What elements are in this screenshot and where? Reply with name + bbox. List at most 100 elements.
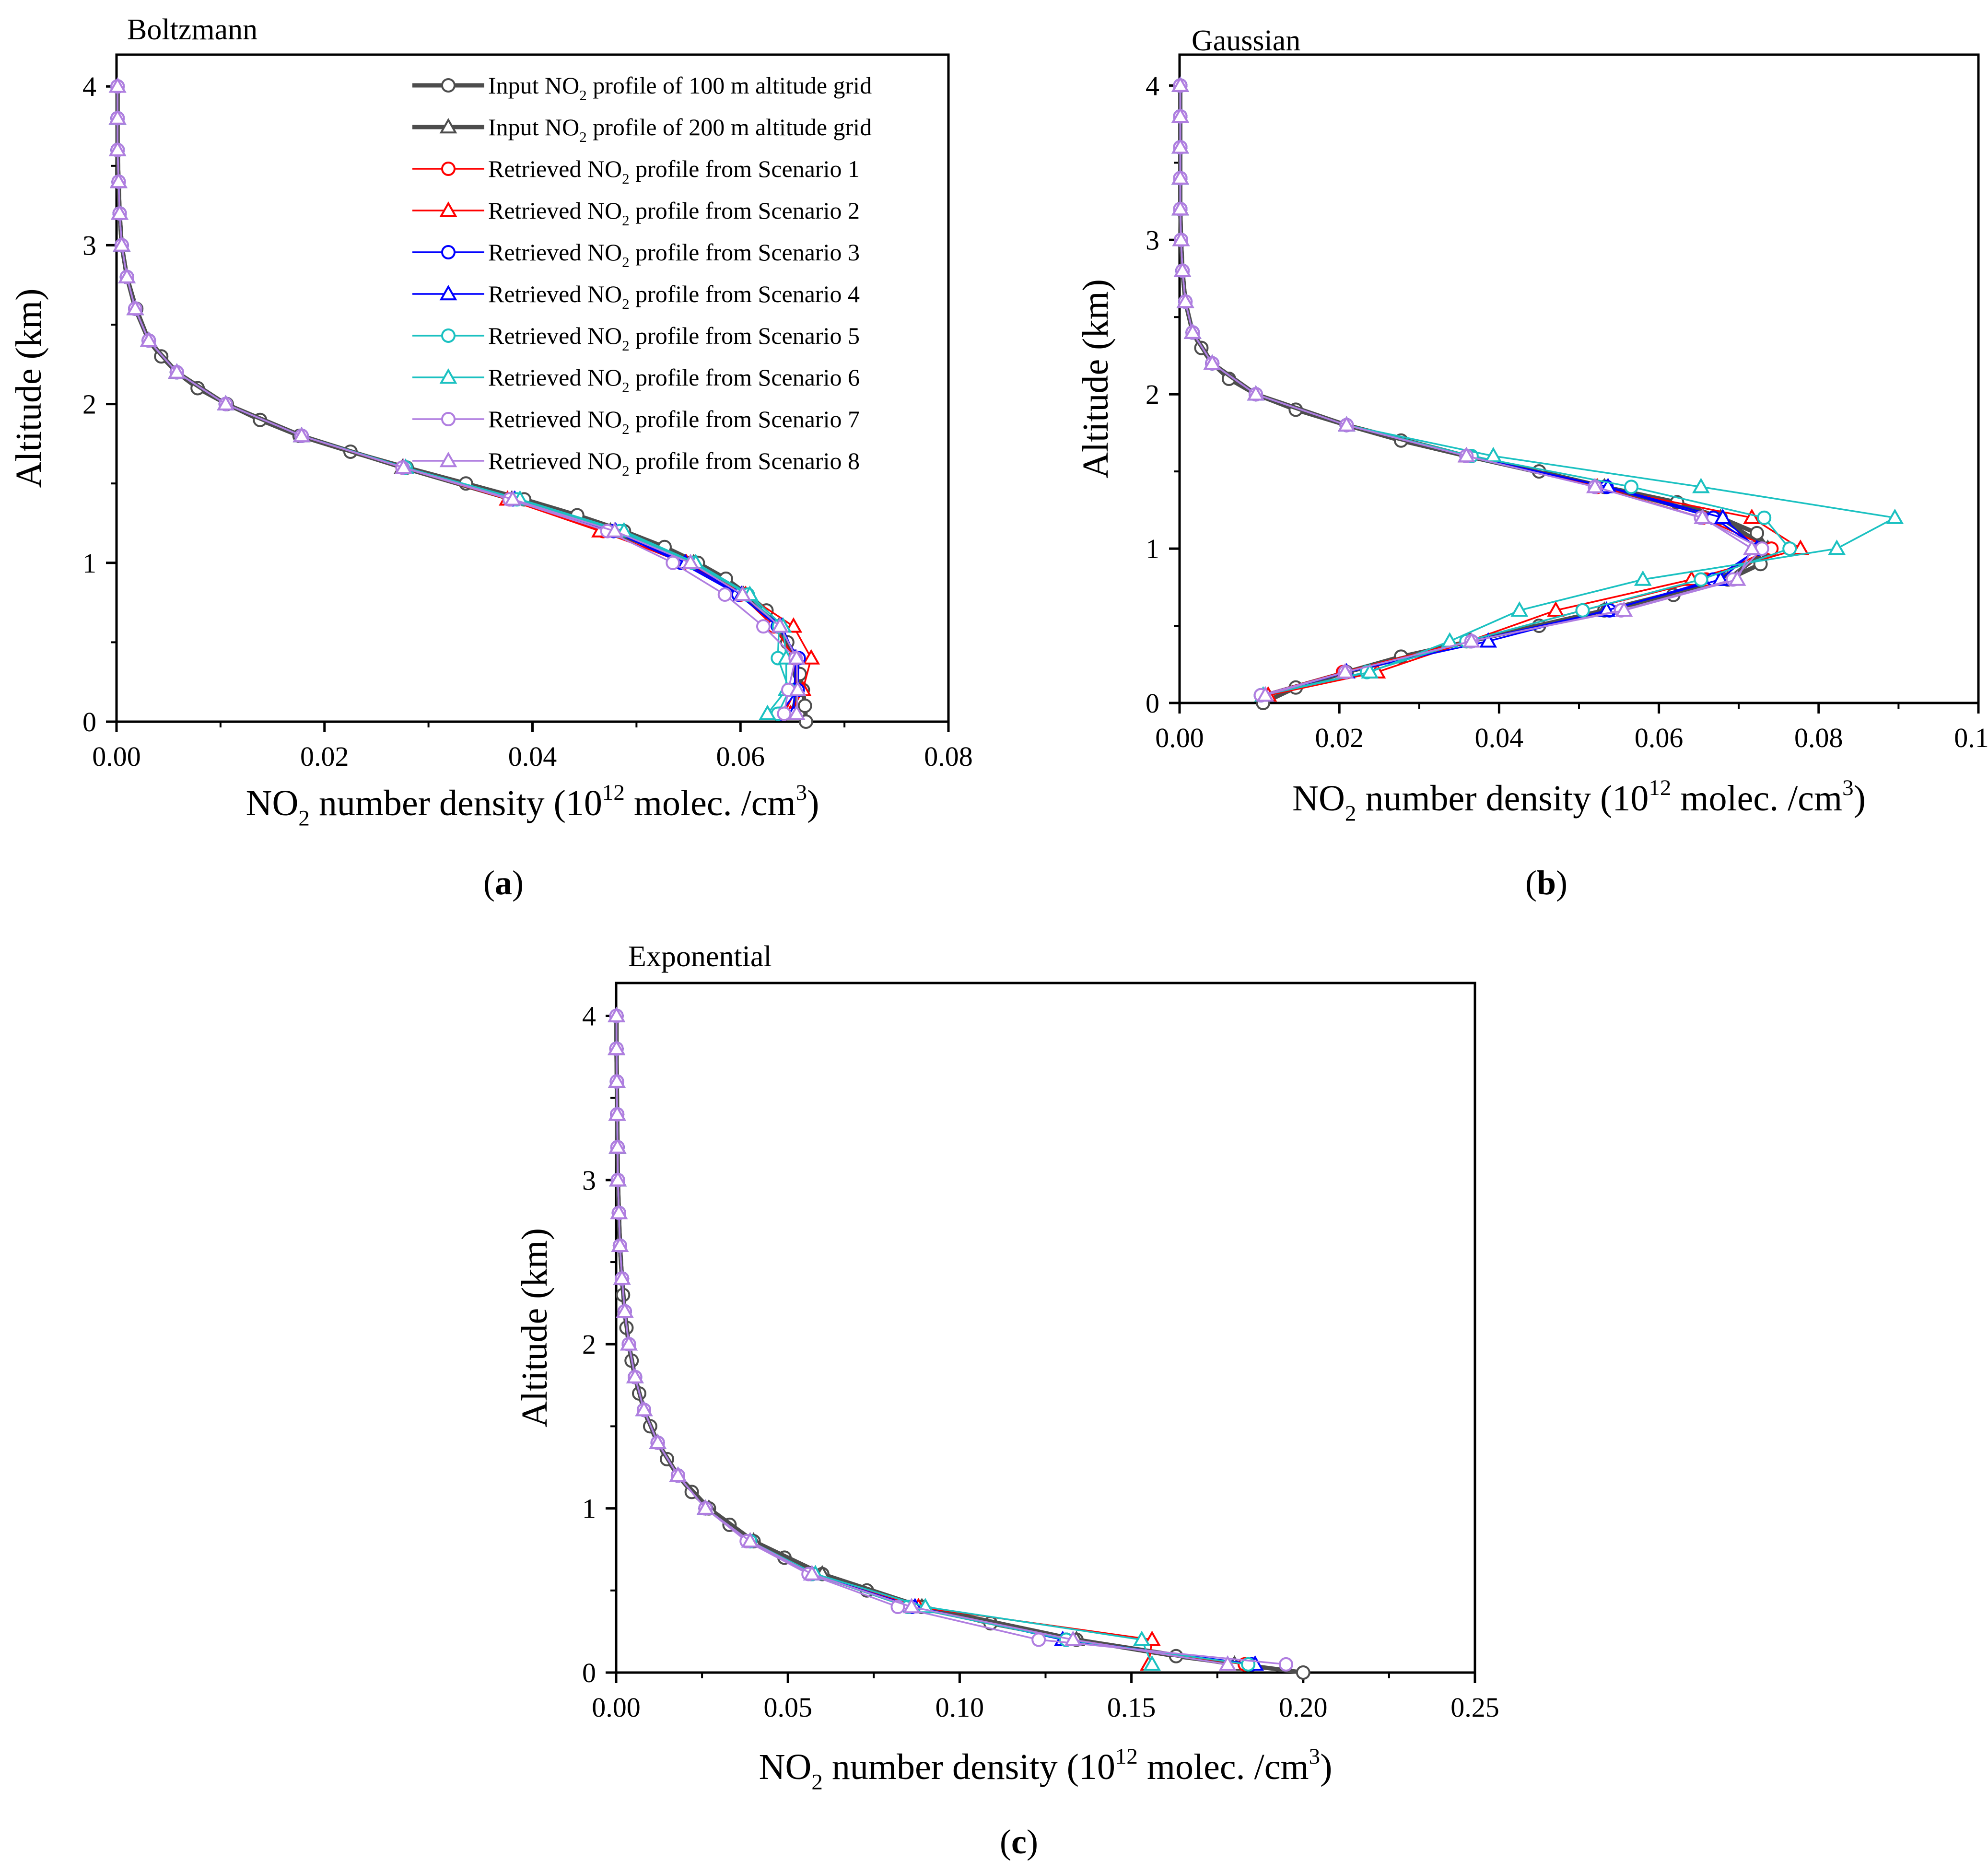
data-point xyxy=(797,698,812,713)
legend-item-10: Retrieved NO2 profile from Scenario 8 xyxy=(412,447,860,479)
data-point xyxy=(1886,508,1904,524)
legend-label: Retrieved NO2 profile from Scenario 2 xyxy=(488,197,860,229)
data-point xyxy=(759,704,777,720)
data-point xyxy=(608,1105,626,1121)
legend-marker xyxy=(441,78,456,93)
data-point xyxy=(609,1171,627,1187)
y-axis-label: Altitude (km) xyxy=(1076,279,1116,479)
data-point xyxy=(789,680,807,696)
y-tick-label: 1 xyxy=(1146,533,1159,564)
legend-label: Retrieved NO2 profile from Scenario 4 xyxy=(488,281,860,312)
data-point xyxy=(606,522,624,538)
data-point xyxy=(741,1532,759,1548)
x-axis-label: NO2 number density (1012 molec. /cm3) xyxy=(759,1744,1333,1794)
legend: Input NO2 profile of 100 m altitude grid… xyxy=(412,72,872,479)
data-point xyxy=(787,649,806,665)
panel-title: Exponential xyxy=(628,940,772,973)
data-point xyxy=(395,458,412,474)
y-tick-label: 3 xyxy=(82,230,96,261)
legend-item-5: Retrieved NO2 profile from Scenario 3 xyxy=(412,239,860,270)
legend-label: Input NO2 profile of 200 m altitude grid xyxy=(488,114,872,145)
data-point xyxy=(787,704,806,720)
panel-label: (a) xyxy=(483,864,524,902)
x-tick-label: 0.06 xyxy=(1635,722,1684,753)
chart-panel-b: 0.00 0.02 0.04 0.06 0.08 0.10 0 1 2 3 4 NO2 number … xyxy=(1076,24,1988,902)
data-point xyxy=(613,1269,631,1285)
legend-item-8: Retrieved NO2 profile from Scenario 6 xyxy=(412,364,860,396)
legend-item-7: Retrieved NO2 profile from Scenario 5 xyxy=(412,322,860,354)
data-point xyxy=(1256,686,1275,702)
data-point xyxy=(108,140,127,156)
data-point xyxy=(1547,601,1565,617)
x-tick-label: 0.10 xyxy=(1954,722,1988,753)
data-point xyxy=(1728,570,1746,586)
data-point xyxy=(168,363,186,379)
data-point xyxy=(1278,1657,1293,1672)
data-point xyxy=(1031,1632,1046,1647)
y-tick-label: 1 xyxy=(582,1493,596,1524)
chart-panel-c: 0.00 0.05 0.10 0.15 0.20 0.25 0 1 2 3 4 NO2 number … xyxy=(515,940,1499,1861)
legend-marker xyxy=(441,162,456,176)
panel-label: (b) xyxy=(1525,864,1567,902)
y-tick-label: 0 xyxy=(82,706,96,737)
data-point xyxy=(610,1204,628,1219)
panel-title: Boltzmann xyxy=(127,13,257,46)
y-tick-label: 2 xyxy=(1146,379,1159,410)
x-tick-label: 0.08 xyxy=(924,741,973,772)
legend-label: Input NO2 profile of 100 m altitude grid xyxy=(488,72,872,104)
series-10 xyxy=(1171,76,1761,702)
data-point xyxy=(108,77,127,93)
legend-marker xyxy=(441,245,456,259)
data-point xyxy=(1296,1665,1310,1680)
data-point xyxy=(1479,632,1497,648)
y-tick-label: 0 xyxy=(582,1657,596,1688)
data-point xyxy=(108,109,127,125)
legend-marker xyxy=(439,201,457,217)
legend-label: Retrieved NO2 profile from Scenario 8 xyxy=(488,447,860,479)
series-10 xyxy=(108,77,807,720)
data-point xyxy=(681,553,700,570)
legend-item-1: Input NO2 profile of 100 m altitude grid xyxy=(412,72,872,104)
data-point xyxy=(1143,1630,1161,1646)
x-tick-label: 0.08 xyxy=(1794,722,1843,753)
data-point xyxy=(620,1335,638,1351)
x-tick-label: 0.15 xyxy=(1107,1692,1156,1723)
legend-item-2: Input NO2 profile of 200 m altitude grid xyxy=(412,114,872,145)
legend-label: Retrieved NO2 profile from Scenario 3 xyxy=(488,239,860,270)
y-tick-label: 3 xyxy=(1146,224,1159,256)
legend-marker xyxy=(441,328,456,343)
data-point xyxy=(217,395,235,410)
data-point xyxy=(1171,138,1189,154)
data-point xyxy=(1575,603,1590,618)
data-point xyxy=(1782,541,1797,556)
y-axis-label: Altitude (km) xyxy=(9,289,49,488)
data-point xyxy=(1743,539,1761,555)
data-point xyxy=(1064,1630,1082,1646)
data-point xyxy=(1743,508,1761,524)
x-tick-label: 0.04 xyxy=(508,741,557,772)
x-tick-label: 0.05 xyxy=(763,1692,812,1723)
x-tick-label: 0.02 xyxy=(1315,722,1364,753)
x-axis-label: NO2 number density (1012 molec. /cm3) xyxy=(1292,775,1866,826)
panel-title: Gaussian xyxy=(1192,24,1300,57)
y-tick-label: 2 xyxy=(82,389,96,420)
data-point xyxy=(1183,323,1202,339)
x-tick-label: 0.06 xyxy=(716,741,765,772)
legend-item-9: Retrieved NO2 profile from Scenario 7 xyxy=(412,406,860,437)
legend-marker xyxy=(439,118,457,134)
data-point xyxy=(1337,416,1356,432)
data-point xyxy=(608,1007,626,1022)
data-point xyxy=(803,1565,821,1580)
x-tick-label: 0.02 xyxy=(300,741,349,772)
data-point xyxy=(616,1302,634,1318)
y-tick-label: 3 xyxy=(582,1165,596,1196)
y-tick-label: 4 xyxy=(582,1000,596,1031)
legend-label: Retrieved NO2 profile from Scenario 7 xyxy=(488,406,860,437)
data-point xyxy=(1624,480,1639,494)
legend-marker xyxy=(441,412,456,426)
legend-label: Retrieved NO2 profile from Scenario 6 xyxy=(488,364,860,396)
legend-item-4: Retrieved NO2 profile from Scenario 2 xyxy=(412,197,860,229)
legend-label: Retrieved NO2 profile from Scenario 5 xyxy=(488,322,860,354)
data-point xyxy=(802,649,820,665)
data-point xyxy=(734,585,751,601)
